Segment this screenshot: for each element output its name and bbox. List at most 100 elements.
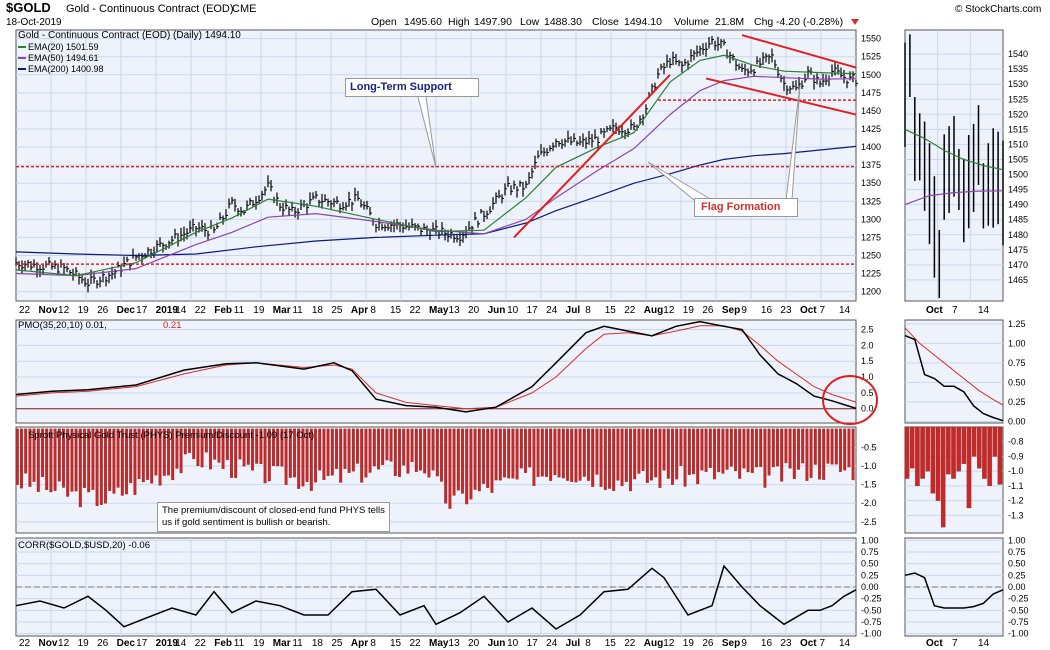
y-tick-label: -1.3: [1008, 510, 1024, 520]
y-tick-label: 1475: [861, 88, 881, 98]
x-tick-label: 22: [409, 638, 421, 649]
phys-bar: [641, 428, 645, 471]
x-tick-label: 26: [702, 638, 714, 649]
phys-bar: [167, 428, 170, 476]
x-tick-label: 17: [136, 305, 148, 316]
callout-pointer: [647, 161, 713, 206]
phys-bar: [24, 428, 28, 474]
phys-bar: [608, 428, 611, 489]
phys-bar: [519, 428, 523, 469]
y-tick-label: 1200: [861, 287, 881, 297]
y-tick-label: -0.25: [1008, 594, 1029, 604]
phys-inset-bar: [935, 426, 941, 501]
y-tick-label: -1.00: [861, 629, 882, 639]
phys-bar: [511, 428, 515, 479]
phys-bar: [524, 428, 527, 473]
phys-bar: [645, 428, 649, 483]
legend-ema50: EMA(50) 1494.61: [28, 53, 99, 63]
pmo-title: PMO(35,20,10) 0.01,: [18, 320, 107, 331]
phys-inset-bar: [904, 426, 910, 479]
phys-bar: [272, 428, 275, 467]
phys-bar: [620, 428, 624, 487]
y-tick-label: -1.00: [1008, 629, 1029, 639]
symbol: $GOLD: [6, 0, 51, 15]
phys-bar: [725, 428, 729, 470]
x-tick-label: Sep: [722, 305, 740, 316]
x-tick-label: 15: [390, 638, 402, 649]
phys-bar: [536, 428, 540, 477]
y-tick-label: -0.50: [1008, 605, 1029, 615]
x-tick-label: 10: [507, 638, 519, 649]
phys-bar: [158, 428, 162, 486]
x-tick-label: 19: [253, 305, 265, 316]
phys-bar: [125, 428, 128, 495]
x-tick-label: Jul: [566, 305, 581, 316]
y-tick-label: 0.50: [861, 559, 879, 569]
x-tick-label: 12: [663, 305, 675, 316]
x-tick-label: 14: [978, 305, 990, 316]
phys-bar: [587, 428, 590, 481]
x-tick-label: 12: [58, 305, 70, 316]
phys-bar: [368, 428, 372, 473]
y-tick-label: 1475: [1008, 245, 1028, 255]
phys-bar: [595, 428, 599, 475]
corr-panel: -1.00 -0.75 -0.50-0.25 0.00 0.250.50 0.75 1.00…: [15, 535, 882, 649]
phys-bar: [221, 428, 225, 469]
phys-bar: [578, 428, 582, 481]
phys-bar: [574, 428, 578, 483]
phys-bar: [809, 428, 813, 478]
phys-bar: [461, 428, 464, 494]
phys-bar: [540, 428, 544, 477]
phys-bar: [830, 428, 834, 465]
phys-bar: [708, 428, 712, 468]
y-tick-label: 1495: [1008, 185, 1028, 195]
phys-bar: [28, 428, 32, 487]
x-tick-label: 22: [624, 638, 636, 649]
phys-bar: [767, 428, 771, 476]
close-label: Close: [592, 16, 619, 28]
x-tick-label: Oct: [800, 305, 817, 316]
x-tick-label: 24: [546, 638, 558, 649]
phys-bar: [570, 428, 574, 482]
phys-bar: [83, 428, 86, 488]
phys-bar: [293, 428, 296, 478]
x-tick-label: Aug: [644, 305, 663, 316]
x-tick-label: Feb: [214, 638, 232, 649]
x-tick-label: 7: [819, 305, 825, 316]
pmo-inset-plot-area: [904, 319, 1004, 424]
x-tick-label: 17: [527, 305, 539, 316]
phys-inset-panel: -1.3 -1.2 -1.1 -1.0 -0.9 -0.8: [904, 426, 1024, 534]
highlight-circle: [822, 375, 878, 425]
phys-inset-bar: [987, 426, 992, 487]
x-tick-label: 15: [605, 305, 617, 316]
phys-inset-bar: [971, 426, 977, 457]
phys-bar: [309, 428, 313, 491]
price-panel: 1200122512501275130013251350137514001425…: [15, 29, 881, 316]
x-tick-label: Aug: [644, 638, 663, 649]
y-tick-label: 1470: [1008, 260, 1028, 270]
x-tick-label: 22: [195, 638, 207, 649]
x-tick-label: 11: [292, 305, 303, 316]
phys-bar: [360, 428, 364, 483]
ema20-line: [15, 54, 857, 277]
phys-inset-bar: [940, 426, 946, 528]
phys-bar: [301, 428, 305, 487]
x-tick-label: Nov: [39, 305, 58, 316]
phys-bar: [32, 428, 36, 482]
phys-bar: [692, 428, 695, 475]
phys-bar: [385, 428, 389, 461]
phys-inset-bar: [956, 426, 961, 472]
x-tick-label: 23: [780, 638, 792, 649]
y-tick-label: 1.00: [1008, 535, 1026, 545]
phys-bar: [414, 428, 418, 472]
y-tick-label: 0.75: [1008, 547, 1026, 557]
y-tick-label: -0.75: [861, 617, 882, 627]
x-tick-label: 8: [585, 638, 591, 649]
phys-bar: [482, 428, 485, 484]
phys-bar: [196, 428, 200, 467]
phys-bar: [95, 428, 99, 506]
y-tick-label: 0.25: [1008, 397, 1026, 407]
x-tick-label: 22: [19, 305, 31, 316]
y-tick-label: -1.5: [861, 480, 877, 490]
phys-bar: [553, 428, 557, 476]
